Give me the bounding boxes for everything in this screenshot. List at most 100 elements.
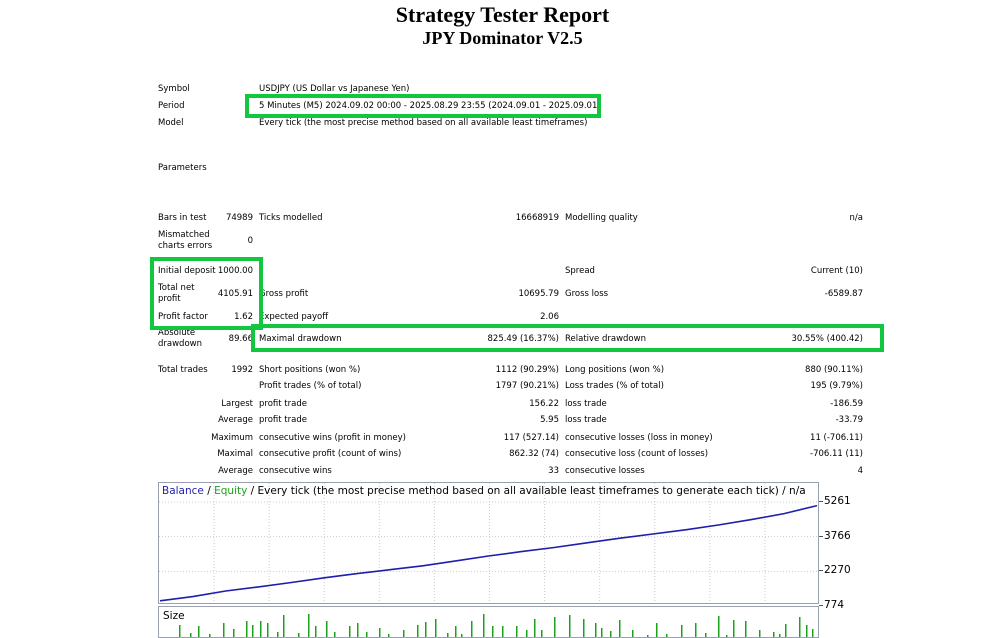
quality-label: Modelling quality (565, 213, 638, 223)
size-bar (619, 620, 621, 637)
size-histogram (179, 614, 814, 637)
long-positions-value: 880 (90.11%) (805, 365, 863, 375)
maximal-consecutive-loss-label: consecutive loss (count of losses) (565, 449, 709, 459)
size-bar (267, 623, 269, 637)
size-bar (326, 621, 328, 637)
y-tick (819, 536, 823, 537)
average-profit-trade-label: profit trade (259, 415, 307, 425)
size-bar (277, 632, 279, 637)
size-bar (403, 630, 405, 637)
size-bar (534, 619, 536, 637)
average-profit-trade-value: 5.95 (540, 415, 559, 425)
size-bar (502, 626, 504, 637)
max-consecutive-losses-label: consecutive losses (loss in money) (565, 433, 713, 443)
size-bar (733, 620, 735, 637)
size-bar (298, 633, 300, 637)
largest-loss-trade-value: -186.59 (830, 399, 863, 409)
legend-equity: Equity (214, 485, 248, 497)
average-consecutive-wins-value: 33 (548, 466, 559, 476)
size-bar (705, 633, 707, 637)
size-bar (379, 628, 381, 637)
y-tick-label: 774 (824, 599, 845, 611)
bars-value: 74989 (225, 213, 253, 223)
size-label: Size (163, 610, 185, 622)
y-tick-label: 3766 (824, 530, 851, 542)
size-bar (283, 615, 285, 637)
largest-profit-trade-value: 156.22 (529, 399, 559, 409)
loss-trades-label: Loss trades (% of total) (565, 381, 664, 391)
size-bar (447, 633, 449, 637)
balance-equity-chart: Balance / Equity / Every tick (the most … (158, 482, 819, 604)
total-trades-value: 1992 (231, 365, 253, 375)
profit-trades-label: Profit trades (% of total) (259, 381, 362, 391)
legend-description: / Every tick (the most precise method ba… (247, 485, 806, 497)
size-bar (190, 633, 192, 637)
average-loss-trade-label: loss trade (565, 415, 607, 425)
relative-drawdown-label: Relative drawdown (565, 334, 646, 344)
size-bar (425, 622, 427, 637)
size-bar (806, 625, 808, 637)
absolute-drawdown-label-2: drawdown (158, 339, 202, 349)
size-bar (569, 615, 571, 637)
size-bar (209, 634, 211, 637)
size-bar (471, 621, 473, 637)
bars-label: Bars in test (158, 213, 207, 223)
size-bar (308, 614, 310, 637)
size-bar (179, 625, 181, 637)
profit-factor-label: Profit factor (158, 312, 208, 322)
y-tick (819, 605, 823, 606)
average-consecutive-losses-label: consecutive losses (565, 466, 645, 476)
maximal-label: Maximal (217, 449, 253, 459)
average-consecutive-label: Average (218, 466, 253, 476)
ticks-label: Ticks modelled (259, 213, 323, 223)
key-stats-highlight-box (150, 257, 263, 330)
gross-loss-value: -6589.87 (824, 289, 863, 299)
size-bar (695, 623, 697, 637)
size-bar (417, 625, 419, 637)
average-consecutive-losses-value: 4 (857, 466, 863, 476)
expected-payoff-label: Expected payoff (259, 312, 329, 322)
size-bar (334, 632, 336, 637)
size-bar (541, 630, 543, 637)
size-bar (388, 634, 390, 637)
absolute-drawdown-label-1: Absolute (158, 328, 196, 338)
size-bar (526, 630, 528, 637)
relative-drawdown-value: 30.55% (400.42) (791, 334, 864, 344)
deposit-value: 1000.00 (217, 266, 253, 276)
size-bar (492, 626, 494, 637)
legend-separator: / (203, 485, 215, 497)
size-bar (647, 635, 649, 637)
size-bar (681, 625, 683, 637)
deposit-label: Initial deposit (158, 266, 216, 276)
size-bar (260, 621, 262, 637)
size-bar (726, 635, 728, 637)
largest-profit-trade-label: profit trade (259, 399, 307, 409)
report-subtitle: JPY Dominator V2.5 (422, 28, 583, 48)
maximal-consecutive-profit-value: 862.32 (74) (509, 449, 559, 459)
maximal-consecutive-loss-value: -706.11 (11) (810, 449, 863, 459)
quality-value: n/a (849, 213, 863, 223)
model-value: Every tick (the most precise method base… (259, 118, 588, 128)
ticks-value: 16668919 (515, 213, 559, 223)
short-positions-label: Short positions (won %) (259, 365, 361, 375)
average-loss-trade-value: -33.79 (835, 415, 863, 425)
maximal-consecutive-profit-label: consecutive profit (count of wins) (259, 449, 402, 459)
maximal-drawdown-label: Maximal drawdown (259, 334, 342, 344)
size-bar (779, 634, 781, 637)
average-label: Average (218, 415, 253, 425)
size-bar (799, 617, 801, 637)
size-bar (718, 616, 720, 637)
net-profit-value: 4105.91 (217, 289, 253, 299)
size-bar (461, 634, 463, 637)
balance-series-line (159, 504, 818, 602)
size-bar (773, 632, 775, 637)
y-tick-label: 5261 (824, 495, 851, 507)
size-bar (601, 628, 603, 637)
size-bar (610, 631, 612, 637)
profit-factor-value: 1.62 (234, 312, 253, 322)
size-bar (455, 626, 457, 637)
profit-trades-value: 1797 (90.21%) (495, 381, 559, 391)
size-bar (595, 623, 597, 637)
net-profit-label-1: Total net (158, 283, 195, 293)
size-bar (357, 623, 359, 637)
